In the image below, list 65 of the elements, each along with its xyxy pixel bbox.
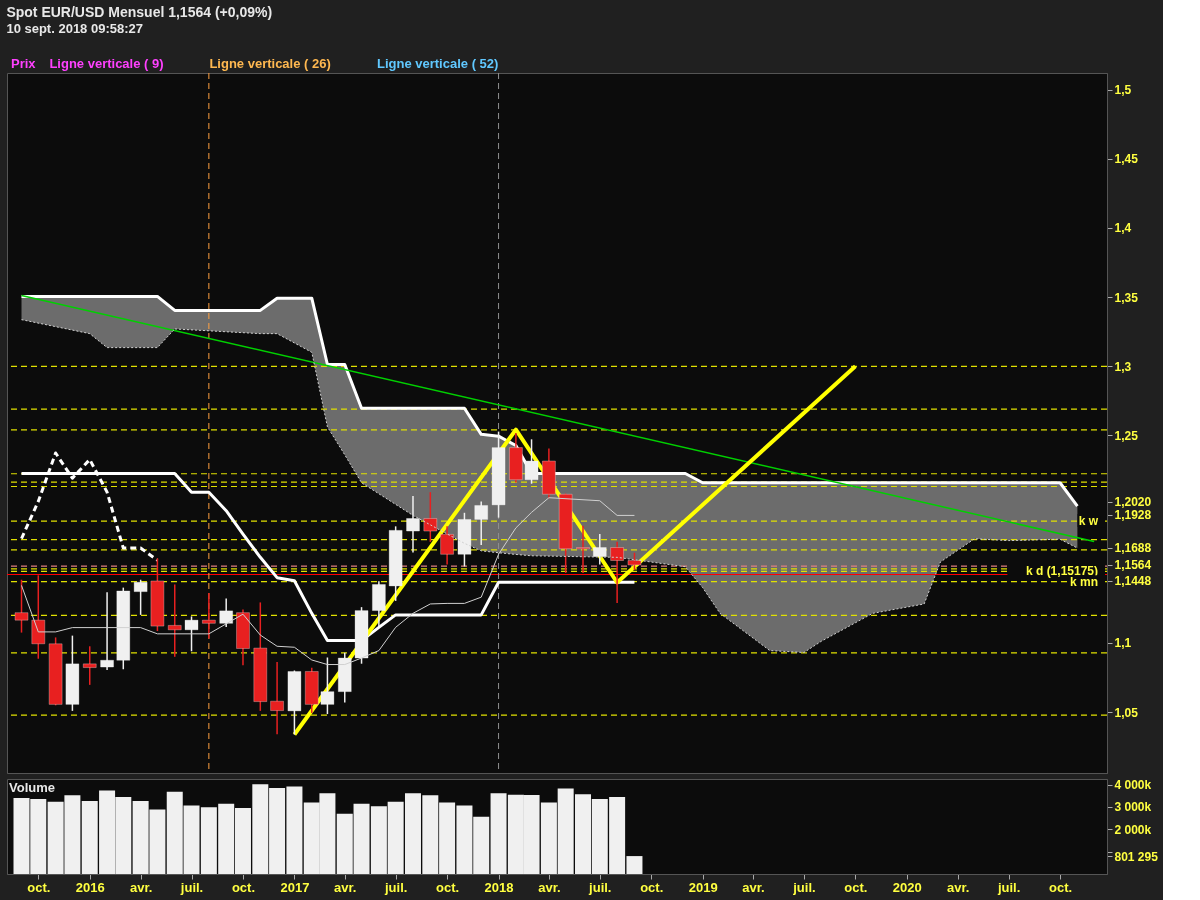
- y-tick-label: 1,1688: [1114, 541, 1152, 556]
- x-tick-label: juil.: [996, 879, 1021, 895]
- x-tick-label: avr.: [742, 879, 765, 895]
- candlestick: [83, 645, 97, 686]
- y-tick-label: 1,5: [1114, 83, 1132, 98]
- chart-title: Volume: [9, 779, 55, 795]
- x-tick-label: oct.: [640, 879, 664, 895]
- ref-line-label: k w: [1078, 514, 1099, 529]
- candlestick: [423, 491, 437, 543]
- x-tick-label: 2020: [892, 879, 922, 895]
- y-tick-label: 1,1928: [1114, 508, 1152, 523]
- text: Prix: [11, 56, 37, 71]
- y-tick-label: 1,1: [1114, 636, 1132, 651]
- candlestick: [100, 591, 114, 671]
- candlestick: [168, 583, 182, 658]
- chart-subtitle: 10 sept. 2018 09:58:27: [6, 21, 144, 36]
- x-tick-label: 2019: [688, 879, 718, 895]
- y-tick-label: 4 000k: [1114, 778, 1152, 793]
- candlestick: [406, 495, 420, 554]
- text: Ligne verticale ( 52): [377, 56, 499, 71]
- candlestick: [133, 578, 148, 616]
- candlestick: [593, 533, 607, 566]
- x-tick-label: avr.: [129, 879, 153, 895]
- chart-title: Spot EUR/USD Mensuel 1,1564 (+0,09%): [6, 4, 273, 20]
- x-tick-label: oct.: [231, 879, 256, 895]
- y-tick-label: 1,1448: [1114, 574, 1152, 589]
- text: Ligne verticale ( 26): [209, 56, 331, 71]
- candlestick: [270, 661, 284, 736]
- y-tick-label: 1,05: [1114, 705, 1139, 720]
- y-tick-label: 3 000k: [1114, 800, 1152, 815]
- candlestick: [474, 500, 488, 546]
- y-tick-label: 1,2020: [1114, 495, 1152, 510]
- text: Ligne verticale ( 9): [49, 56, 164, 71]
- x-tick-label: oct.: [27, 879, 51, 895]
- candlestick: [610, 541, 624, 604]
- y-tick-label: 1,25: [1114, 428, 1139, 443]
- y-tick-label: 2 000k: [1114, 822, 1152, 837]
- y-tick-label: 1,35: [1114, 290, 1139, 305]
- x-tick-label: juil.: [179, 879, 204, 895]
- y-tick-label: 1,1564: [1114, 558, 1152, 573]
- x-tick-label: avr.: [334, 879, 357, 895]
- candlestick: [31, 574, 45, 660]
- candlestick: [576, 524, 590, 574]
- candlestick: [184, 615, 199, 653]
- y-tick-label: 1,4: [1114, 221, 1132, 236]
- x-tick-label: avr.: [947, 879, 970, 895]
- x-tick-label: 2018: [484, 879, 514, 895]
- x-tick-label: 2017: [280, 879, 310, 895]
- candlestick: [219, 597, 233, 628]
- x-tick-label: juil.: [383, 879, 408, 895]
- y-tick-label: 1,3: [1114, 359, 1132, 374]
- ref-line-label: k d (1,15175): [1025, 564, 1098, 579]
- candlestick: [440, 525, 454, 566]
- x-tick-label: oct.: [436, 879, 460, 895]
- x-tick-label: juil.: [588, 879, 612, 895]
- y-tick-label: 1,45: [1114, 152, 1139, 167]
- candlestick: [202, 592, 216, 640]
- x-tick-label: oct.: [844, 879, 868, 895]
- y-tick-label: 801 295: [1114, 849, 1159, 864]
- x-tick-label: oct.: [1048, 879, 1073, 895]
- candlestick: [14, 578, 29, 634]
- line-series: [20, 294, 1079, 508]
- x-tick-label: avr.: [538, 879, 561, 895]
- x-tick-label: 2016: [75, 879, 105, 895]
- x-tick-label: juil.: [792, 879, 816, 895]
